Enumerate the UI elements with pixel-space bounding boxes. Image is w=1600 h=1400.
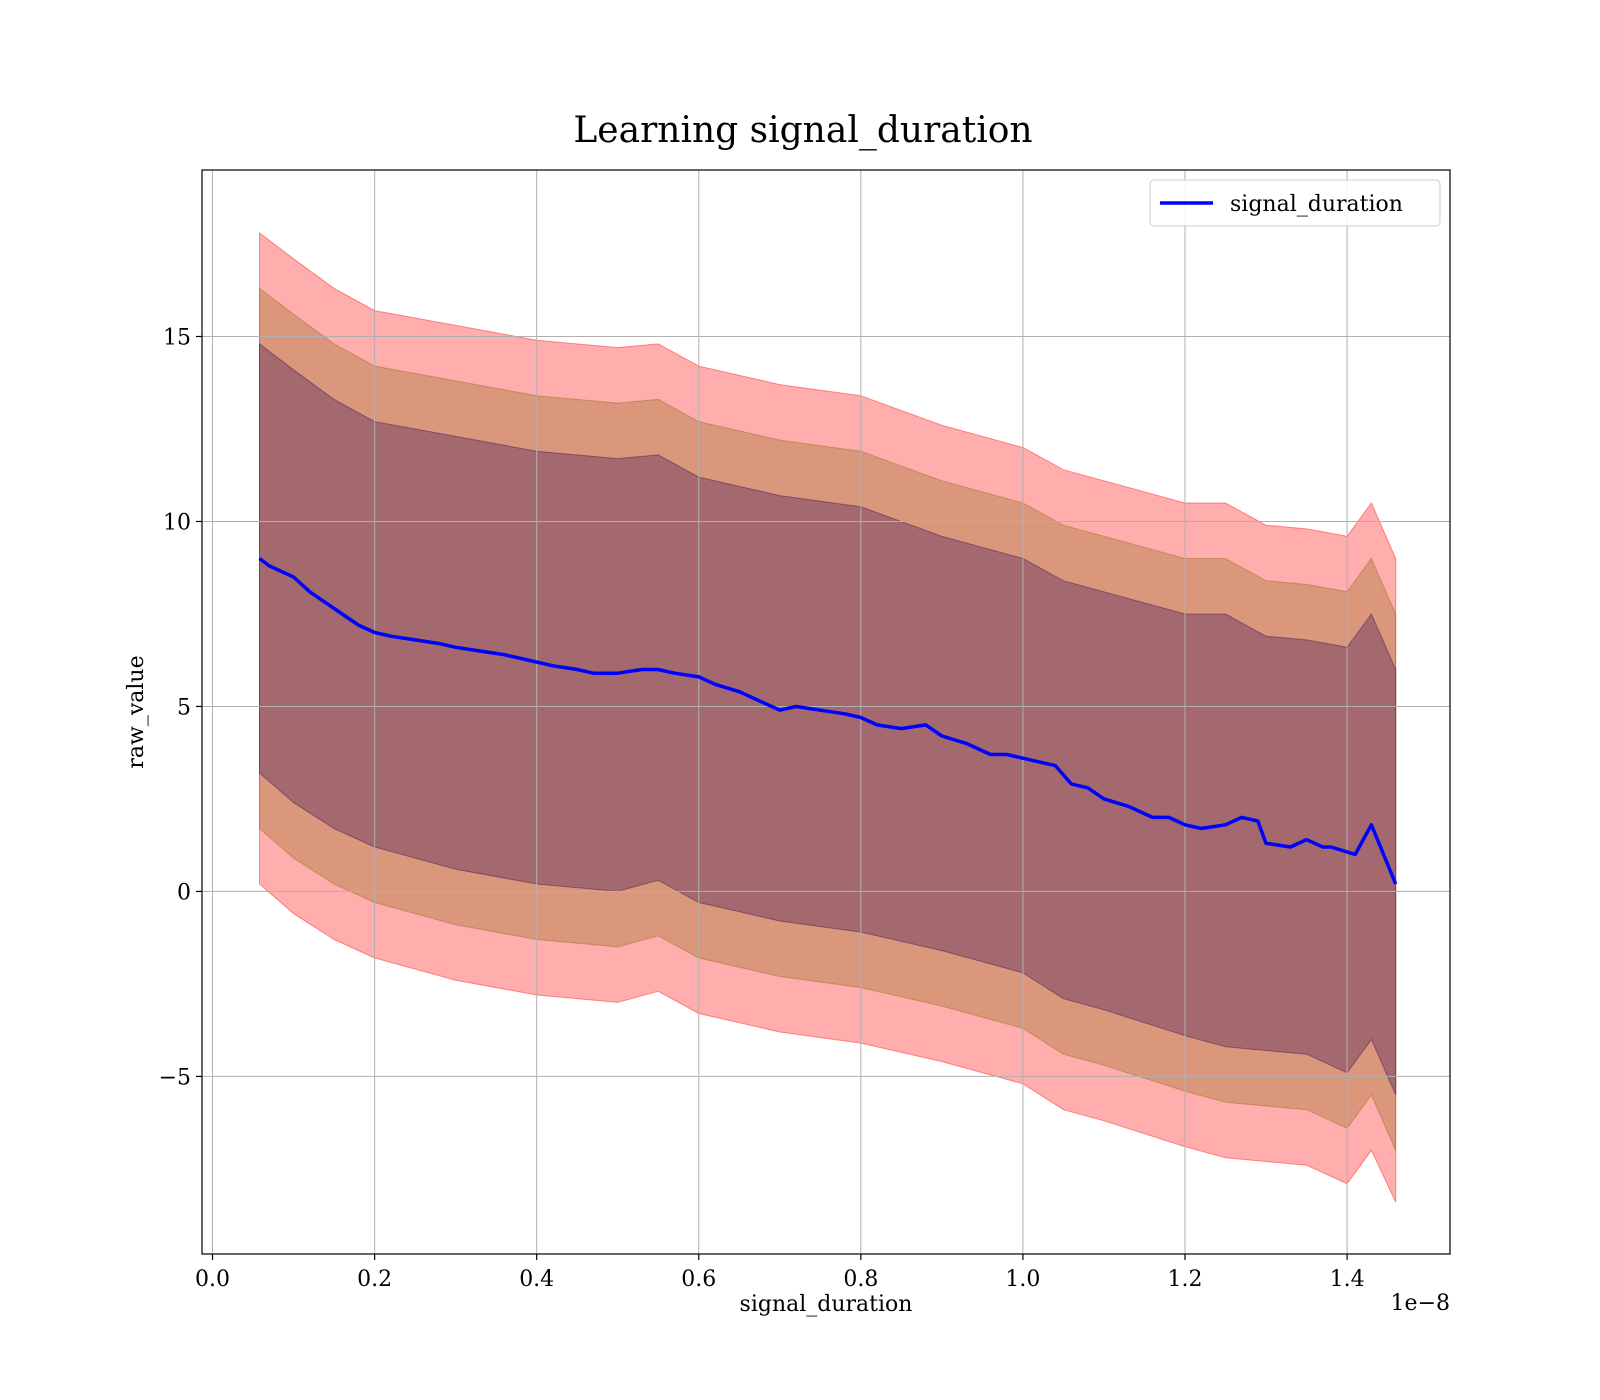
- x-tick-label-5: 1.0: [1005, 1267, 1040, 1292]
- x-tick-label-2: 0.4: [519, 1267, 554, 1292]
- band-0: [259, 231, 1397, 1203]
- plot-frame: [201, 169, 1451, 1255]
- x-tick-label-4: 0.8: [843, 1267, 878, 1292]
- chart-title: Learning signal_duration: [573, 110, 1032, 151]
- x-tick-label-6: 1.2: [1168, 1267, 1203, 1292]
- x-tick-label-3: 0.6: [681, 1267, 716, 1292]
- y-tick-label-4: 15: [163, 325, 191, 350]
- legend-box: [1149, 179, 1441, 227]
- y-tick-label-1: 0: [177, 880, 191, 905]
- legend: signal_duration: [1149, 179, 1441, 227]
- confidence-bands: [259, 231, 1397, 1203]
- y-tick-label-3: 10: [163, 510, 191, 535]
- band-1: [259, 287, 1397, 1151]
- legend-label-0: signal_duration: [1230, 192, 1403, 217]
- grid: [202, 170, 1450, 1254]
- axis-ticks: 0.0 0.2 0.4 0.6 0.8 1.0 1.2 1.4 −5 0 5 10 15: [159, 325, 1365, 1292]
- series-line-0: [258, 557, 1398, 885]
- x-axis-label: signal_duration: [740, 1292, 913, 1317]
- band-2: [259, 342, 1397, 1096]
- x-tick-label-7: 1.4: [1330, 1267, 1365, 1292]
- y-tick-label-2: 5: [177, 695, 191, 720]
- series-lines: [258, 557, 1398, 885]
- x-tick-label-1: 0.2: [357, 1267, 392, 1292]
- y-tick-label-0: −5: [159, 1065, 191, 1090]
- y-axis-label: raw_value: [124, 655, 149, 768]
- x-axis-offset-label: 1e−8: [1391, 1291, 1450, 1316]
- x-tick-label-0: 0.0: [195, 1267, 230, 1292]
